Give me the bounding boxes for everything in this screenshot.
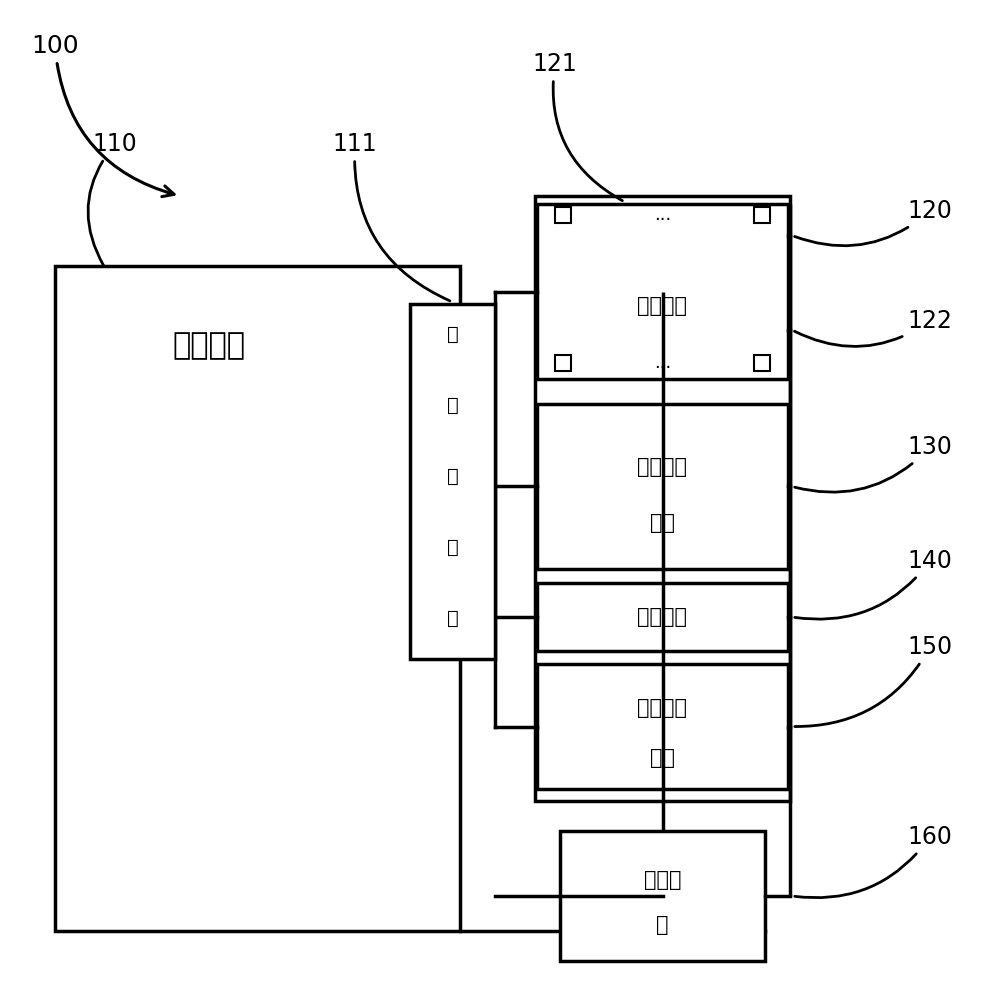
- Text: 驱动模块: 驱动模块: [637, 296, 687, 315]
- Text: 口: 口: [447, 609, 458, 628]
- Bar: [410, 304, 495, 659]
- Text: 120: 120: [795, 199, 952, 245]
- Bar: [555, 207, 571, 223]
- Text: 模块: 模块: [650, 513, 675, 533]
- Text: 140: 140: [795, 549, 952, 619]
- Bar: [535, 196, 790, 801]
- Text: 通: 通: [447, 396, 458, 415]
- Text: 150: 150: [795, 635, 953, 727]
- Text: 主控模块: 主控模块: [172, 331, 245, 360]
- Text: 160: 160: [795, 825, 952, 898]
- Text: 111: 111: [333, 132, 450, 301]
- Text: 121: 121: [533, 52, 622, 201]
- Bar: [555, 355, 571, 371]
- Text: 块: 块: [656, 915, 669, 935]
- Bar: [560, 831, 765, 961]
- Text: 温控模块: 温控模块: [637, 607, 687, 627]
- Text: 130: 130: [795, 435, 952, 493]
- Bar: [754, 207, 770, 223]
- Bar: [537, 204, 788, 379]
- Bar: [754, 355, 770, 371]
- Text: 110: 110: [88, 132, 137, 266]
- Text: 自动进样: 自动进样: [637, 457, 687, 477]
- Text: 模块: 模块: [650, 748, 675, 767]
- Bar: [537, 664, 788, 789]
- Text: 信: 信: [447, 467, 458, 486]
- Text: 122: 122: [794, 309, 952, 346]
- Text: ...: ...: [654, 206, 671, 224]
- Text: 主: 主: [447, 325, 458, 344]
- Text: 电源模: 电源模: [644, 870, 681, 890]
- Text: 接: 接: [447, 538, 458, 557]
- Text: 100: 100: [31, 34, 174, 197]
- Bar: [537, 583, 788, 651]
- Bar: [55, 266, 460, 931]
- Text: ...: ...: [654, 354, 671, 372]
- Text: 试剂检测: 试剂检测: [637, 698, 687, 718]
- Bar: [537, 404, 788, 569]
